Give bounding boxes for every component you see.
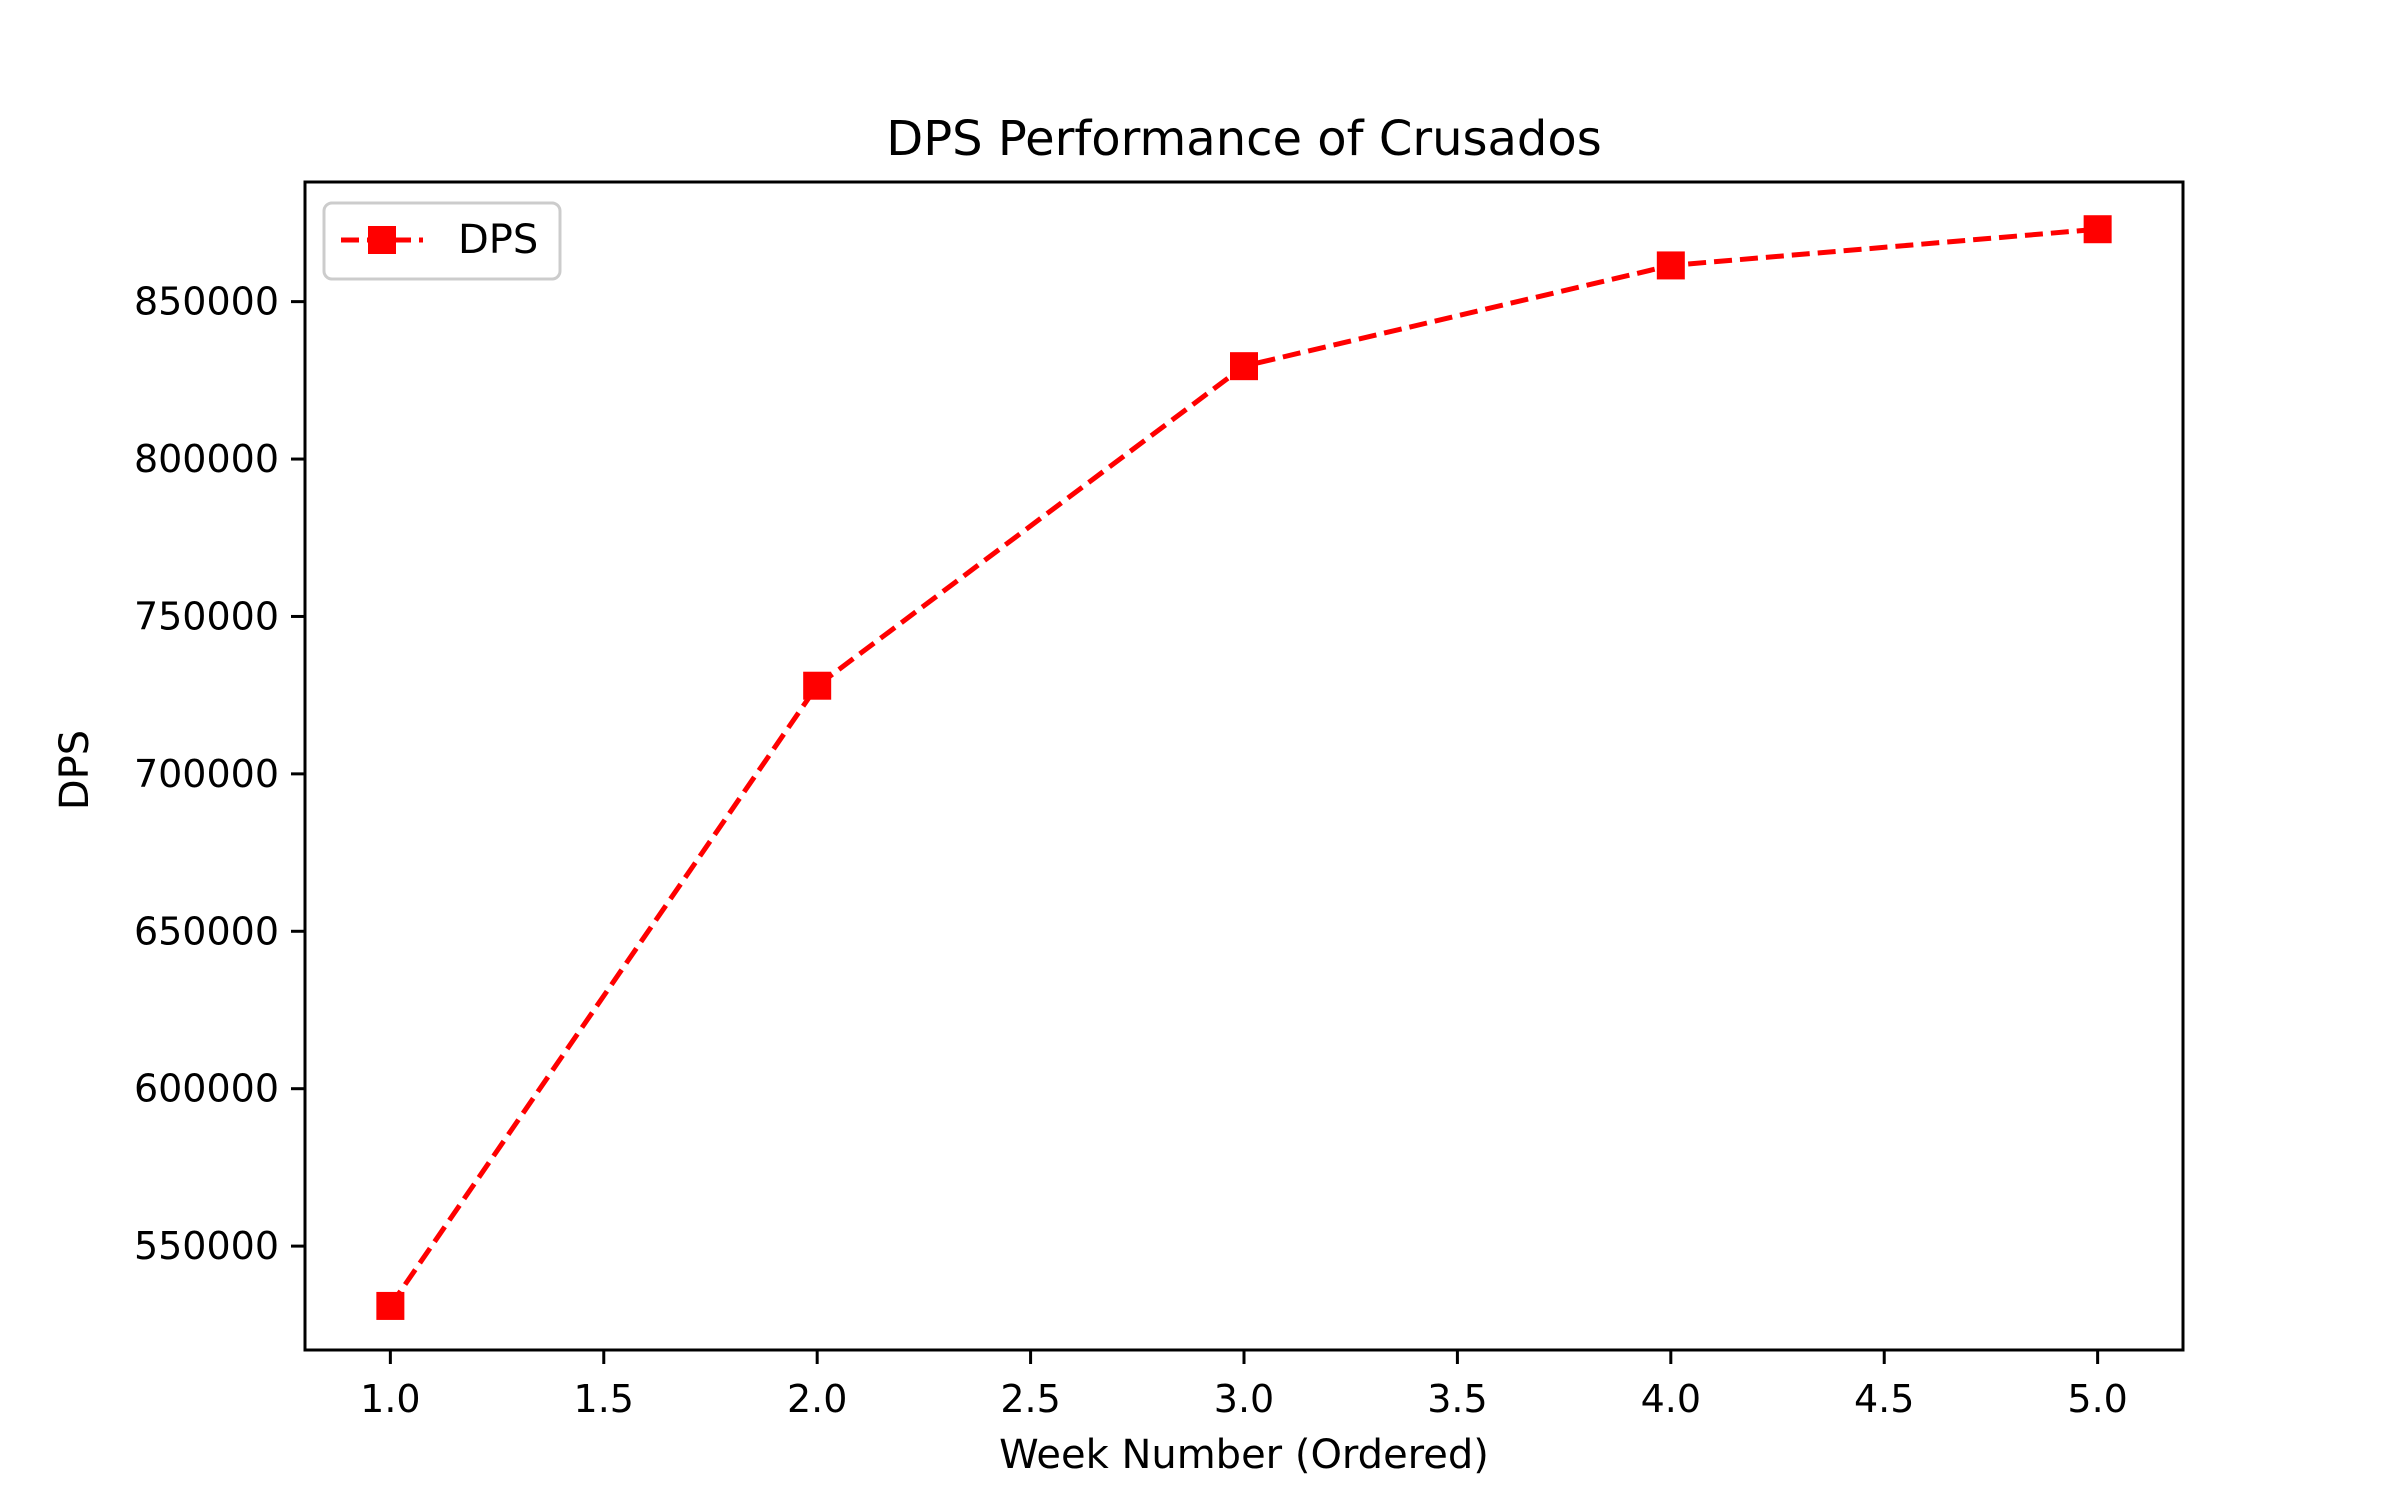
y-tick-label: 700000 (134, 752, 279, 796)
data-point-marker (1656, 251, 1685, 280)
plot-area: 1.0 1.5 2.0 2.5 3.0 3.5 4.0 4.5 5.0 550000 600000 6… (134, 180, 2185, 1421)
x-tick-label: 5.0 (2067, 1377, 2127, 1421)
data-point-marker (1230, 352, 1258, 381)
y-tick-label: 800000 (134, 437, 279, 481)
x-tick-label: 1.5 (574, 1377, 634, 1421)
x-axis-label: Week Number (Ordered) (999, 1432, 1489, 1478)
data-point-marker (376, 1291, 405, 1320)
x-tick-label: 3.5 (1427, 1377, 1487, 1421)
x-tick-label: 1.0 (360, 1377, 420, 1421)
y-tick-label: 600000 (134, 1067, 279, 1111)
y-tick-label: 550000 (134, 1224, 279, 1268)
x-tick-label: 4.0 (1641, 1377, 1701, 1421)
data-point-marker (2083, 215, 2112, 244)
legend-label-dps: DPS (458, 217, 538, 263)
x-tick-label: 2.0 (787, 1377, 847, 1421)
y-axis-label: DPS (52, 730, 98, 810)
legend: DPS (322, 201, 562, 281)
data-point-marker (803, 671, 832, 700)
y-tick-label: 650000 (134, 909, 279, 953)
legend-marker-square (368, 226, 396, 254)
legend-box (322, 201, 562, 281)
x-tick-label: 3.0 (1214, 1377, 1274, 1421)
chart-title: DPS Performance of Crusados (886, 111, 1602, 167)
y-tick-label: 750000 (134, 594, 279, 638)
y-tick-label: 850000 (134, 280, 279, 324)
x-tick-label: 4.5 (1854, 1377, 1914, 1421)
x-tick-label: 2.5 (1000, 1377, 1060, 1421)
